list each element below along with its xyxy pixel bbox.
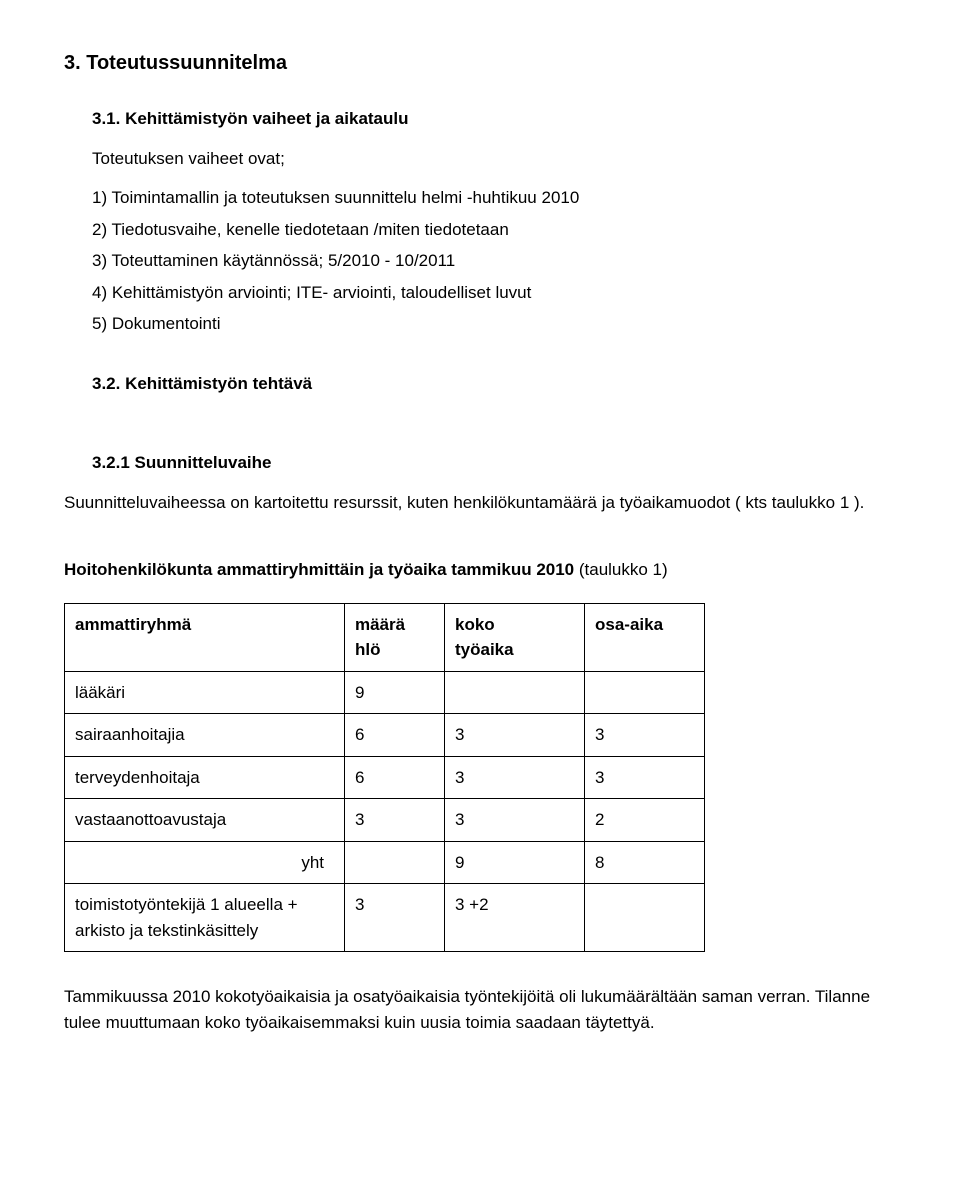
cell-count: 3 — [345, 799, 445, 842]
cell-role: lääkäri — [65, 671, 345, 714]
staff-table: ammattiryhmä määrä hlö koko työaika osa-… — [64, 603, 705, 953]
cell-parttime: 8 — [585, 841, 705, 884]
cell-role: terveydenhoitaja — [65, 756, 345, 799]
cell-role: sairaanhoitajia — [65, 714, 345, 757]
cell-total-label: yht — [65, 841, 345, 884]
section-3-2-1-para: Suunnitteluvaiheessa on kartoitettu resu… — [64, 490, 896, 516]
closing-paragraph: Tammikuussa 2010 kokotyöaikaisia ja osat… — [64, 984, 896, 1035]
table-row: lääkäri 9 — [65, 671, 705, 714]
cell-parttime: 3 — [585, 756, 705, 799]
section-3-2-title: 3.2. Kehittämistyön tehtävä — [92, 371, 896, 397]
header-osa-aika: osa-aika — [585, 603, 705, 671]
cell-fulltime: 3 — [445, 756, 585, 799]
cell-fulltime: 3 — [445, 714, 585, 757]
cell-parttime: 2 — [585, 799, 705, 842]
plan-step-2: 2) Tiedotusvaihe, kenelle tiedotetaan /m… — [92, 217, 896, 243]
cell-count — [345, 841, 445, 884]
cell-parttime: 3 — [585, 714, 705, 757]
cell-count: 3 — [345, 884, 445, 952]
cell-role-multiline: toimistotyöntekijä 1 alueella + arkisto … — [65, 884, 345, 952]
table-row-total: yht 9 8 — [65, 841, 705, 884]
plan-step-3: 3) Toteuttaminen käytännössä; 5/2010 - 1… — [92, 248, 896, 274]
header-koko-tyoaika: koko työaika — [445, 603, 585, 671]
header-ammattiryhma: ammattiryhmä — [65, 603, 345, 671]
cell-fulltime: 3 +2 — [445, 884, 585, 952]
section-3-title: 3. Toteutussuunnitelma — [64, 48, 896, 78]
cell-count: 9 — [345, 671, 445, 714]
cell-fulltime: 3 — [445, 799, 585, 842]
cell-fulltime: 9 — [445, 841, 585, 884]
header-maara: määrä hlö — [345, 603, 445, 671]
table-row: terveydenhoitaja 6 3 3 — [65, 756, 705, 799]
cell-count: 6 — [345, 714, 445, 757]
table-caption: Hoitohenkilökunta ammattiryhmittäin ja t… — [64, 557, 896, 583]
table-row: vastaanottoavustaja 3 3 2 — [65, 799, 705, 842]
table-caption-rest: (taulukko 1) — [579, 560, 668, 579]
table-row: sairaanhoitajia 6 3 3 — [65, 714, 705, 757]
cell-parttime — [585, 884, 705, 952]
cell-fulltime — [445, 671, 585, 714]
plan-step-4: 4) Kehittämistyön arviointi; ITE- arvioi… — [92, 280, 896, 306]
cell-parttime — [585, 671, 705, 714]
section-3-1-title: 3.1. Kehittämistyön vaiheet ja aikataulu — [92, 106, 896, 132]
table-caption-bold: Hoitohenkilökunta ammattiryhmittäin ja t… — [64, 560, 579, 579]
section-3-2-1-title: 3.2.1 Suunnitteluvaihe — [92, 450, 896, 476]
plan-step-1: 1) Toimintamallin ja toteutuksen suunnit… — [92, 185, 896, 211]
cell-role: vastaanottoavustaja — [65, 799, 345, 842]
table-header-row: ammattiryhmä määrä hlö koko työaika osa-… — [65, 603, 705, 671]
cell-count: 6 — [345, 756, 445, 799]
plan-step-5: 5) Dokumentointi — [92, 311, 896, 337]
table-row: toimistotyöntekijä 1 alueella + arkisto … — [65, 884, 705, 952]
section-3-1-intro: Toteutuksen vaiheet ovat; — [92, 146, 896, 172]
